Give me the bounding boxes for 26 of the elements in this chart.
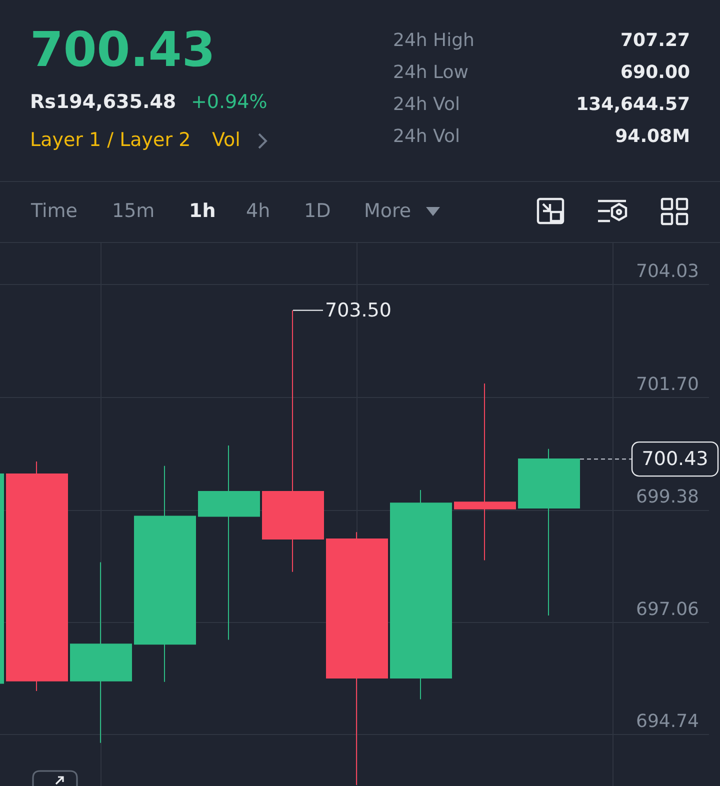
text: Vol <box>212 129 240 151</box>
ref-line-label: 700.43 <box>642 448 708 470</box>
y-tick-label: 699.38 <box>636 486 699 508</box>
text: Time <box>31 200 78 222</box>
text: 134,644.57 <box>576 94 690 115</box>
text: More <box>364 200 412 222</box>
chart-title: 700.43 <box>30 22 216 78</box>
text: 4h <box>246 200 270 222</box>
y-tick-label: 694.74 <box>636 711 699 732</box>
annotation: 703.50 <box>325 299 392 322</box>
text: +0.94% <box>191 91 268 113</box>
y-tick-label: 697.06 <box>636 598 699 620</box>
text: 1D <box>304 200 331 222</box>
text: 24h High <box>393 30 474 51</box>
text: 24h Vol <box>393 126 460 147</box>
text: 707.27 <box>620 30 690 51</box>
text: 94.08M <box>615 126 690 147</box>
text: Layer 1 / Layer 2 <box>30 129 191 151</box>
text: 24h Low <box>393 62 468 83</box>
text: 15m <box>112 200 155 222</box>
text: 690.00 <box>620 62 690 83</box>
text: Rs194,635.48 <box>30 91 176 113</box>
text: 1h <box>189 200 216 222</box>
y-tick-label: 704.03 <box>636 261 699 282</box>
y-tick-label: 701.70 <box>636 374 699 396</box>
text: 24h Vol <box>393 94 460 115</box>
